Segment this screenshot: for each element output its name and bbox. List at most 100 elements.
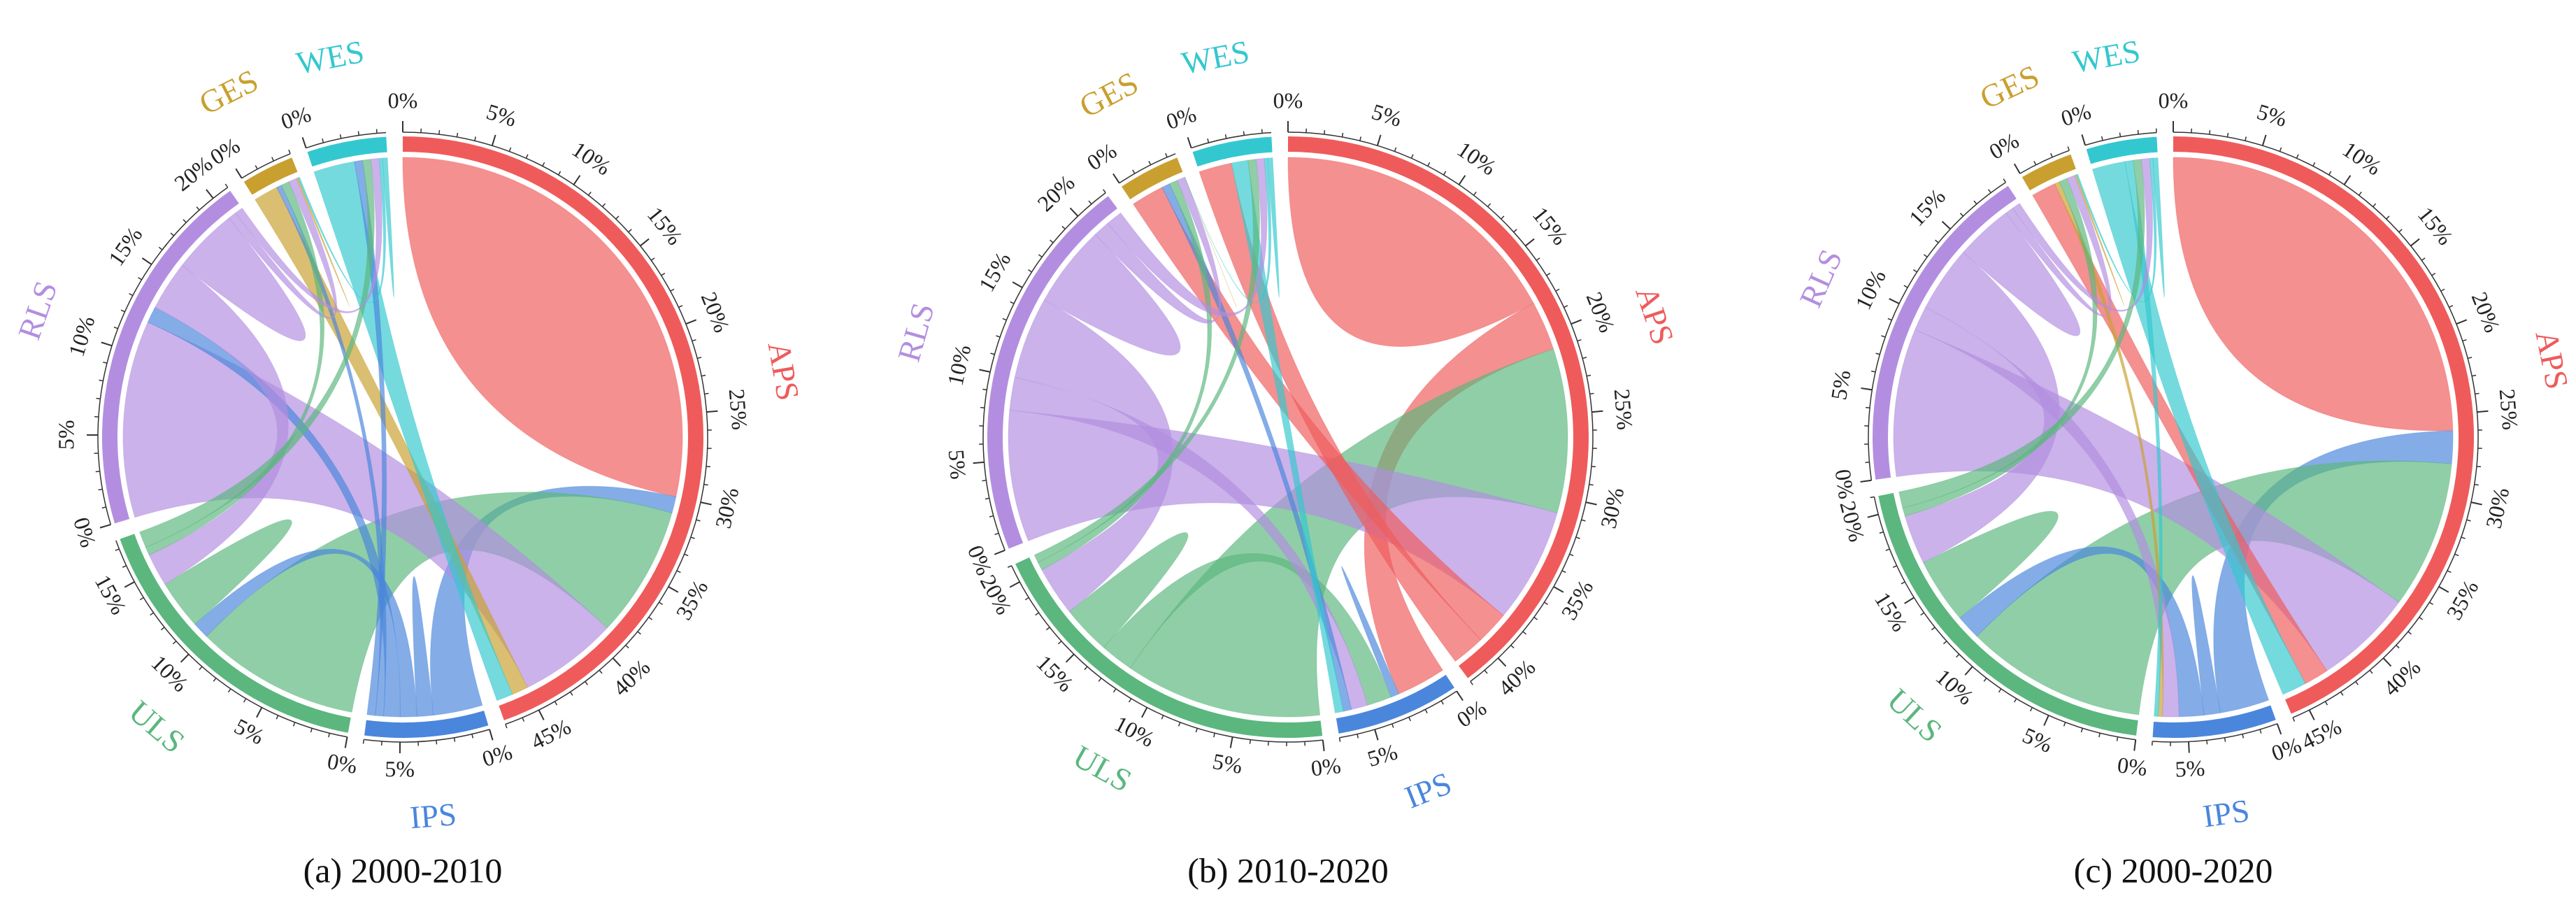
minor-tick [696,519,701,522]
minor-tick [213,678,217,682]
tick-label: 0% [388,87,418,113]
tick-axis [1119,153,1176,184]
major-tick [141,257,152,265]
major-tick [1112,173,1120,184]
minor-tick [1920,612,1925,616]
tick-axis [1339,690,1457,739]
tick-label: 20% [169,150,217,196]
group-arc [120,534,351,733]
ribbon [1231,159,1344,713]
ribbon [297,157,387,304]
ribbon [2012,157,2153,312]
major-tick [1012,281,1023,288]
minor-tick [1084,666,1088,671]
minor-tick [1484,669,1488,674]
tick-label: 10% [64,313,100,359]
ribbon [1033,159,1260,564]
minor-tick [525,154,529,159]
minor-tick [2466,519,2471,522]
tick-label: 15% [973,248,1015,296]
minor-tick [1501,215,1505,220]
group-arc [2022,154,2076,191]
minor-tick [650,257,655,261]
minor-tick [706,466,711,468]
minor-tick [1028,269,1032,273]
minor-tick [310,728,313,733]
ribbon [181,218,306,341]
tick-label: 15% [103,222,148,271]
group-arc [1122,157,1183,200]
minor-tick [196,206,200,211]
ribbon [412,576,434,718]
minor-tick [322,138,324,143]
minor-tick [1178,722,1181,727]
major-tick [489,729,494,741]
minor-tick [1424,708,1428,713]
minor-tick [690,536,695,539]
minor-tick [276,715,279,720]
major-tick [101,341,113,347]
major-tick [2382,657,2392,667]
group-name: ULS [1067,738,1138,799]
group-arc [307,136,387,167]
tick-label: 15% [643,202,688,250]
minor-tick [2373,203,2377,208]
minor-tick [670,288,675,292]
minor-tick [1112,688,1117,693]
minor-tick [2206,740,2208,745]
tick-axis [97,187,229,525]
minor-tick [1148,161,1152,166]
minor-tick [625,644,629,649]
group-arc [2086,136,2158,164]
minor-tick [113,326,118,329]
major-tick [1322,740,1325,752]
ribbon [1094,176,1222,324]
minor-tick [989,515,994,518]
minor-tick [1359,136,1361,141]
major-tick [1141,707,1148,718]
group-arc [1872,185,2017,480]
minor-tick [170,232,175,236]
tick-label: 5% [2019,722,2056,757]
ribbon [2075,157,2157,302]
minor-tick [1577,339,1582,342]
tick-axis [1873,497,2136,741]
minor-tick [2328,171,2332,176]
group-name: GES [1073,64,1144,124]
minor-tick [1249,739,1251,744]
tick-label: 20% [1582,288,1620,336]
tick-label: 10% [1110,711,1159,752]
tick-axis [1287,131,1594,682]
minor-tick [1195,728,1198,733]
tick-label: 20% [1032,170,1079,217]
minor-tick [1408,716,1411,722]
tick-label: 5% [230,713,268,750]
minor-tick [1887,318,1892,321]
ribbon [1014,299,1173,613]
minor-tick [2449,305,2454,308]
minor-tick [1057,641,1062,645]
ribbon [2173,157,2454,432]
minor-tick [1879,531,1884,534]
minor-tick [1923,254,1928,258]
minor-tick [438,130,441,135]
group-name: WES [294,34,367,81]
major-tick [1964,666,1973,676]
minor-tick [1582,357,1587,359]
minor-tick [2033,161,2037,166]
group-arc [364,711,489,738]
ribbons [1893,157,2454,718]
minor-tick [1394,147,1397,152]
minor-tick [2476,466,2482,468]
minor-tick [554,701,558,706]
minor-tick [1261,129,1263,134]
tick-label: 25% [1610,388,1638,431]
minor-tick [2468,357,2473,359]
minor-tick [129,293,134,297]
tick-label: 0% [278,101,314,134]
major-tick [2410,238,2420,247]
minor-tick [1998,688,2002,693]
minor-tick [704,392,709,395]
group-name: GES [194,62,264,122]
